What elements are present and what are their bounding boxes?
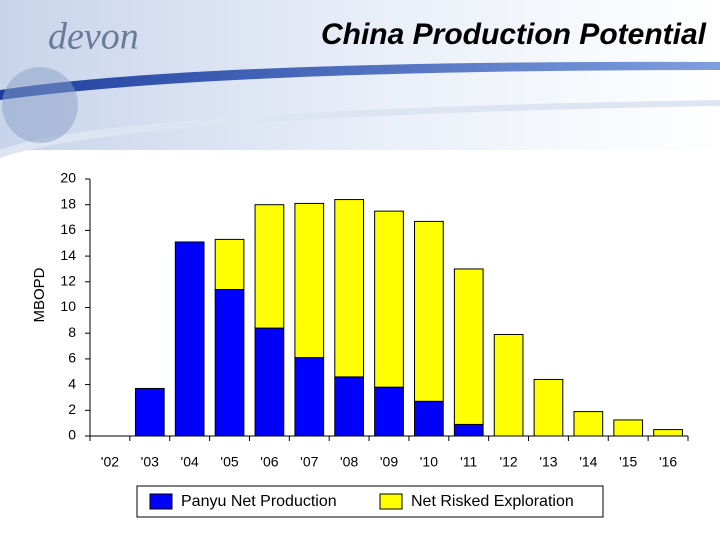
x-tick-label: '12 bbox=[499, 454, 517, 470]
y-axis-label: MBOPD bbox=[31, 267, 48, 322]
bar bbox=[533, 378, 564, 437]
y-tick-label: 0 bbox=[68, 427, 76, 443]
bar bbox=[453, 268, 484, 425]
sextant-icon bbox=[2, 67, 78, 143]
bar bbox=[453, 423, 484, 437]
bar bbox=[374, 386, 404, 437]
y-tick-label: 8 bbox=[68, 324, 76, 340]
x-tick-label: '07 bbox=[300, 454, 318, 470]
bar bbox=[573, 411, 604, 437]
bar bbox=[174, 241, 205, 437]
x-tick-label: '10 bbox=[420, 454, 438, 470]
x-tick-label: '16 bbox=[659, 454, 677, 470]
y-tick-label: 6 bbox=[68, 350, 76, 366]
bar bbox=[414, 220, 444, 402]
bar bbox=[334, 199, 364, 378]
x-tick-label: '09 bbox=[380, 454, 398, 470]
legend bbox=[136, 485, 604, 518]
x-tick-label: '14 bbox=[579, 454, 597, 470]
bar bbox=[374, 210, 404, 388]
bar bbox=[294, 357, 325, 437]
bar bbox=[134, 387, 165, 437]
y-tick-label: 12 bbox=[60, 273, 76, 289]
bar bbox=[214, 289, 245, 437]
x-tick-label: '05 bbox=[220, 454, 238, 470]
x-tick-label: '06 bbox=[260, 454, 278, 470]
legend-label: Panyu Net Production bbox=[181, 493, 337, 510]
y-tick-label: 20 bbox=[60, 170, 76, 186]
bar bbox=[414, 400, 444, 437]
x-tick-label: '08 bbox=[340, 454, 358, 470]
bar bbox=[294, 202, 325, 359]
header-bg bbox=[0, 0, 720, 150]
x-tick-label: '13 bbox=[539, 454, 557, 470]
x-tick-label: '11 bbox=[460, 454, 477, 470]
bar bbox=[493, 333, 524, 437]
x-tick-label: '03 bbox=[141, 454, 159, 470]
legend-swatch bbox=[149, 493, 173, 510]
bar bbox=[254, 327, 285, 437]
x-tick-label: '15 bbox=[619, 454, 637, 470]
bar bbox=[334, 376, 364, 437]
bar bbox=[254, 204, 285, 329]
header-swoosh-2 bbox=[0, 100, 720, 158]
chart-title: China Production Potential bbox=[321, 18, 707, 51]
legend-label: Net Risked Exploration bbox=[411, 493, 574, 510]
y-tick-label: 16 bbox=[60, 221, 76, 237]
x-tick-label: '04 bbox=[181, 454, 199, 470]
y-tick-label: 10 bbox=[60, 298, 76, 314]
bar bbox=[653, 429, 683, 437]
x-tick-label: '02 bbox=[101, 454, 119, 470]
y-tick-label: 14 bbox=[60, 247, 76, 263]
bar bbox=[613, 419, 644, 437]
y-tick-label: 2 bbox=[68, 401, 76, 417]
y-tick-label: 18 bbox=[60, 195, 76, 211]
bar bbox=[214, 238, 245, 291]
logo: devon bbox=[48, 16, 139, 58]
header-swoosh bbox=[0, 61, 720, 100]
y-tick-label: 4 bbox=[68, 375, 76, 391]
legend-swatch bbox=[379, 493, 403, 510]
